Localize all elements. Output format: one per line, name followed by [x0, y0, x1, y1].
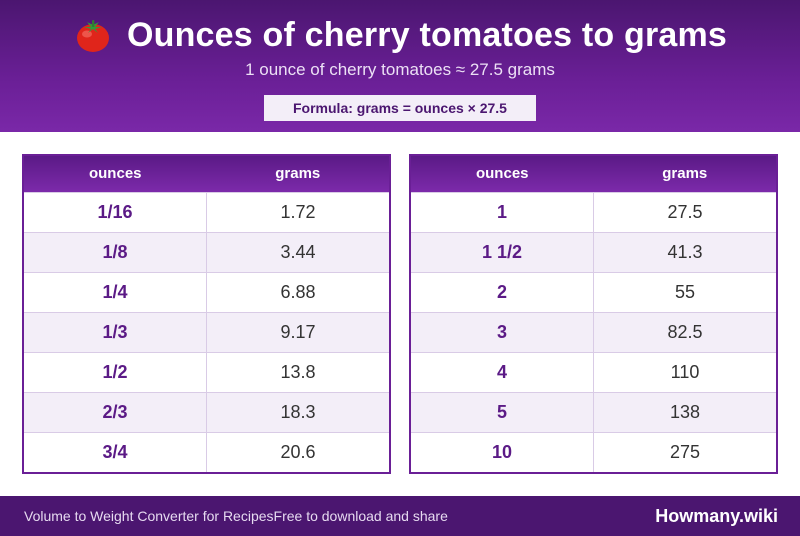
grams-cell: 110 — [593, 351, 776, 392]
table-row: 4 110 — [411, 351, 776, 392]
grams-cell: 27.5 — [593, 191, 776, 232]
ounces-cell: 4 — [411, 351, 594, 392]
grams-cell: 55 — [593, 271, 776, 312]
table-row: 2/3 18.3 — [24, 391, 389, 432]
ounces-cell: 1/2 — [24, 351, 207, 392]
table-row: 1/2 13.8 — [24, 351, 389, 392]
brand-logo-text[interactable]: Howmany.wiki — [655, 506, 778, 526]
ounces-cell: 3/4 — [24, 431, 207, 472]
grams-cell: 20.6 — [206, 431, 389, 472]
grams-cell: 41.3 — [593, 231, 776, 272]
table-row: 1 1/2 41.3 — [411, 231, 776, 272]
table-row: 1/4 6.88 — [24, 271, 389, 312]
table-row: 3/4 20.6 — [24, 431, 389, 472]
table-header-row: ounces grams — [24, 156, 389, 192]
grams-cell: 138 — [593, 391, 776, 432]
grams-cell: 275 — [593, 431, 776, 472]
grams-cell: 6.88 — [206, 271, 389, 312]
column-header-grams: grams — [206, 156, 389, 192]
footer-bar: Volume to Weight Converter for RecipesFr… — [0, 496, 800, 536]
ounces-cell: 1 — [411, 191, 594, 232]
footer-converter-text: Volume to Weight Converter for Recipes — [24, 508, 274, 524]
conversion-table-right: ounces grams 1 27.5 1 1/2 41.3 2 55 3 82… — [409, 154, 778, 474]
ounces-cell: 1/4 — [24, 271, 207, 312]
grams-cell: 1.72 — [206, 191, 389, 232]
ounces-cell: 2/3 — [24, 391, 207, 432]
column-header-ounces: ounces — [24, 156, 207, 192]
page-subtitle: 1 ounce of cherry tomatoes ≈ 27.5 grams — [245, 60, 555, 79]
table-row: 5 138 — [411, 391, 776, 432]
ounces-cell: 3 — [411, 311, 594, 352]
conversion-table-left: ounces grams 1/16 1.72 1/8 3.44 1/4 6.88… — [22, 154, 391, 474]
table-row: 3 82.5 — [411, 311, 776, 352]
grams-cell: 9.17 — [206, 311, 389, 352]
tomato-icon — [73, 15, 113, 55]
formula-badge: Formula: grams = ounces × 27.5 — [264, 95, 536, 121]
table-header-row: ounces grams — [411, 156, 776, 192]
conversion-table: ounces grams 1/16 1.72 1/8 3.44 1/4 6.88… — [24, 156, 389, 472]
table-row: 1 27.5 — [411, 191, 776, 232]
header-banner: Ounces of cherry tomatoes to grams 1 oun… — [0, 0, 800, 132]
ounces-cell: 10 — [411, 431, 594, 472]
ounces-cell: 2 — [411, 271, 594, 312]
ounces-cell: 1/8 — [24, 231, 207, 272]
grams-cell: 18.3 — [206, 391, 389, 432]
title-row: Ounces of cherry tomatoes to grams — [0, 12, 800, 58]
ounces-cell: 1/16 — [24, 191, 207, 232]
table-row: 10 275 — [411, 431, 776, 472]
table-row: 1/3 9.17 — [24, 311, 389, 352]
grams-cell: 13.8 — [206, 351, 389, 392]
footer-caption: Volume to Weight Converter for RecipesFr… — [24, 496, 448, 536]
ounces-cell: 5 — [411, 391, 594, 432]
conversion-table: ounces grams 1 27.5 1 1/2 41.3 2 55 3 82… — [411, 156, 776, 472]
ounces-cell: 1/3 — [24, 311, 207, 352]
table-row: 1/8 3.44 — [24, 231, 389, 272]
page-title: Ounces of cherry tomatoes to grams — [126, 15, 728, 54]
table-row: 2 55 — [411, 271, 776, 312]
ounces-cell: 1 1/2 — [411, 231, 594, 272]
table-row: 1/16 1.72 — [24, 191, 389, 232]
column-header-grams: grams — [593, 156, 776, 192]
footer-share-text: Free to download and share — [273, 508, 448, 524]
column-header-ounces: ounces — [411, 156, 594, 192]
grams-cell: 82.5 — [593, 311, 776, 352]
grams-cell: 3.44 — [206, 231, 389, 272]
